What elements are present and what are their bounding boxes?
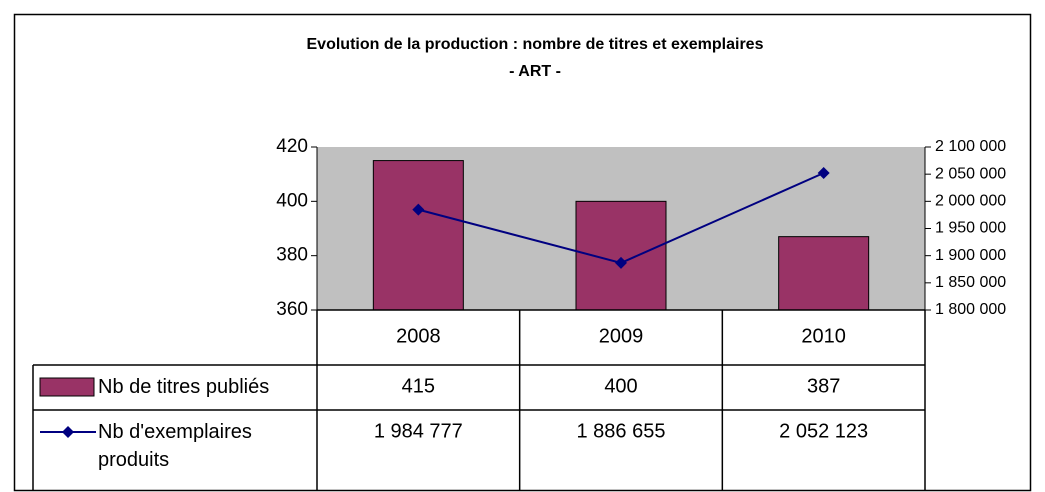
- bar: [778, 236, 870, 311]
- bar: [575, 200, 667, 311]
- category-label: 2010: [801, 325, 846, 347]
- y2-tick-label: 2 050 000: [935, 165, 1006, 182]
- chart-title: Evolution de la production : nombre de t…: [307, 36, 764, 53]
- y-tick-label: 380: [276, 245, 308, 266]
- marker: [615, 256, 627, 269]
- marker: [817, 167, 830, 180]
- marker: [412, 203, 425, 216]
- y2-tick-label: 2 100 000: [935, 138, 1006, 155]
- legend-text: Nb d'exemplaires produits: [98, 421, 252, 471]
- y2-tick-label: 1 800 000: [935, 301, 1006, 318]
- table-value: 415: [402, 375, 435, 397]
- y-tick-label: 420: [276, 136, 308, 157]
- y2-tick-label: 1 850 000: [935, 274, 1006, 291]
- y-tick-label: 400: [276, 190, 308, 211]
- table-value: 1 984 777: [374, 420, 463, 442]
- legend-key: [62, 426, 74, 438]
- category-label: 2008: [396, 325, 441, 347]
- y2-tick-label: 2 000 000: [935, 193, 1006, 210]
- y-tick-label: 360: [276, 299, 308, 320]
- legend-text: Nb de titres publiés: [98, 376, 270, 398]
- legend-label: Nb de titres publiés: [98, 376, 270, 398]
- y2-tick-label: 1 900 000: [935, 247, 1006, 264]
- bar: [372, 160, 464, 311]
- table-value: 2 052 123: [779, 420, 868, 442]
- legend-label: Nb d'exemplaires produits: [98, 421, 252, 471]
- legend-key: [39, 377, 95, 397]
- y2-tick-label: 1 950 000: [935, 220, 1006, 237]
- category-label: 2009: [599, 325, 644, 347]
- table-value: 1 886 655: [577, 420, 666, 442]
- table-value: 387: [807, 375, 840, 397]
- table-value: 400: [604, 375, 637, 397]
- chart-subtitle: - ART -: [509, 63, 561, 80]
